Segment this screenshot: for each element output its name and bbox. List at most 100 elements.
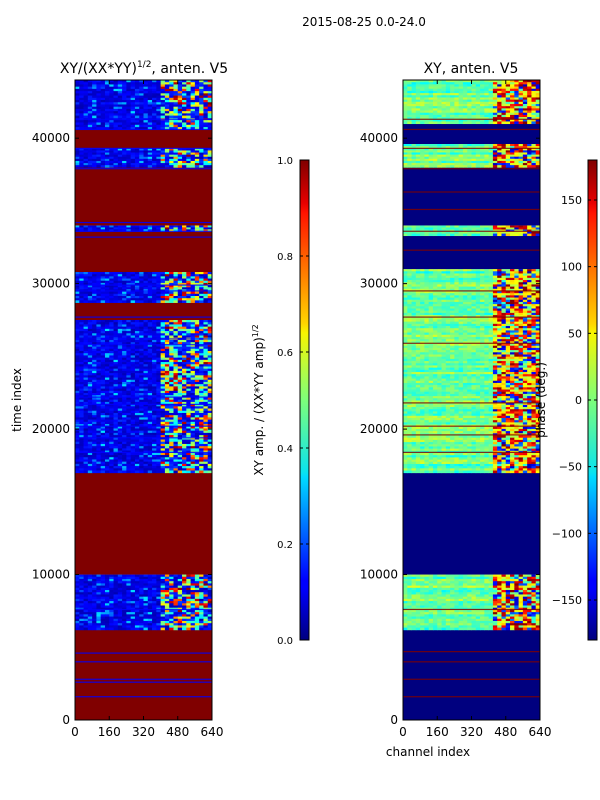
heatmap-cell <box>186 592 191 595</box>
heatmap-cell <box>199 102 204 105</box>
heatmap-cell <box>203 419 209 423</box>
heatmap-cell <box>117 355 123 359</box>
heatmap-cell <box>169 466 174 469</box>
heatmap-cell <box>117 368 123 372</box>
heatmap-cell <box>117 381 123 385</box>
heatmap-cell <box>130 324 136 328</box>
heatmap-cell <box>109 424 114 427</box>
heatmap-cell <box>190 326 196 330</box>
heatmap-cell <box>182 148 187 151</box>
heatmap-cell <box>199 335 204 339</box>
heatmap-cell <box>164 432 170 436</box>
heatmap-cell <box>475 583 481 586</box>
heatmap-cell <box>100 437 106 440</box>
heatmap-cell <box>143 412 149 416</box>
heatmap-cell <box>75 435 80 438</box>
heatmap-cell <box>79 335 84 339</box>
heatmap-cell <box>117 120 123 123</box>
heatmap-cell <box>190 625 196 629</box>
heatmap-cell <box>194 408 200 412</box>
heatmap-cell <box>96 364 102 367</box>
heatmap-cell <box>87 124 93 128</box>
heatmap-cell <box>199 86 204 90</box>
heatmap-cell <box>190 280 196 284</box>
heatmap-cell <box>203 404 209 407</box>
heatmap-cell <box>152 350 157 354</box>
heatmap-cell <box>199 274 204 277</box>
heatmap-cell <box>190 227 196 230</box>
heatmap-cell <box>122 324 127 328</box>
heatmap-cell <box>497 574 502 578</box>
heatmap-cell <box>441 583 447 586</box>
heatmap-cell <box>156 154 162 158</box>
heatmap-cell <box>207 415 212 418</box>
heatmap-cell <box>182 576 187 580</box>
heatmap-cell <box>169 583 174 586</box>
heatmap-cell <box>96 446 102 449</box>
heatmap-cell <box>169 106 174 110</box>
heatmap-cell <box>147 609 153 613</box>
heatmap-cell <box>182 452 187 456</box>
heatmap-cell <box>186 373 191 376</box>
heatmap-cell <box>126 410 132 414</box>
heatmap-cell <box>203 457 209 460</box>
heatmap-cell <box>403 576 408 580</box>
heatmap-cell <box>190 104 196 108</box>
heatmap-cell <box>190 384 196 387</box>
heatmap-cell <box>182 432 187 436</box>
heatmap-cell <box>203 115 209 119</box>
heatmap-cell <box>130 120 136 123</box>
heatmap-cell <box>194 576 200 580</box>
heatmap-cell <box>130 590 136 593</box>
heatmap-cell <box>75 344 80 347</box>
heatmap-cell <box>147 124 153 128</box>
heatmap-cell <box>450 578 455 582</box>
heatmap-cell <box>177 344 183 347</box>
heatmap-cell <box>403 596 408 600</box>
heatmap-cell <box>156 443 162 447</box>
heatmap-cell <box>190 404 196 407</box>
heatmap-cell <box>130 419 136 423</box>
heatmap-cell <box>139 165 144 168</box>
heatmap-cell <box>75 381 80 385</box>
heatmap-cell <box>143 368 149 372</box>
heatmap-cell <box>87 377 93 381</box>
heatmap-cell <box>96 353 102 356</box>
heatmap-cell <box>143 322 149 325</box>
heatmap-cell <box>130 320 136 323</box>
heatmap-cell <box>126 446 132 449</box>
heatmap-cell <box>147 104 153 108</box>
heatmap-cell <box>186 457 191 460</box>
heatmap-cell <box>109 452 114 456</box>
heatmap-cell <box>87 627 93 631</box>
heatmap-cell <box>484 587 490 591</box>
heatmap-cell <box>113 435 119 438</box>
heatmap-cell <box>156 291 162 295</box>
heatmap-cell <box>207 124 212 128</box>
heatmap-cell <box>143 583 149 586</box>
heatmap-cell <box>458 585 464 589</box>
heatmap-cell <box>113 583 119 586</box>
heatmap-cell <box>92 80 97 83</box>
heatmap-cell <box>199 287 204 290</box>
heatmap-cell <box>139 459 144 463</box>
heatmap-cell <box>147 470 153 474</box>
heatmap-cell <box>164 152 170 156</box>
heatmap-cell <box>190 620 196 624</box>
heatmap-cell <box>87 229 93 232</box>
heatmap-cell <box>152 424 157 427</box>
heatmap-cell <box>92 158 97 162</box>
heatmap-cell <box>104 404 110 407</box>
heatmap-cell <box>83 368 89 372</box>
heatmap-cell <box>87 106 93 110</box>
heatmap-cell <box>432 581 438 584</box>
heatmap-cell <box>92 333 97 336</box>
heatmap-cell <box>134 100 140 103</box>
heatmap-cell <box>173 430 179 434</box>
heatmap-cell <box>104 470 110 474</box>
heatmap-cell <box>156 590 162 593</box>
heatmap-cell <box>169 406 174 409</box>
heatmap-cell <box>122 326 127 330</box>
heatmap-cell <box>104 127 110 130</box>
heatmap-cell <box>113 287 119 290</box>
